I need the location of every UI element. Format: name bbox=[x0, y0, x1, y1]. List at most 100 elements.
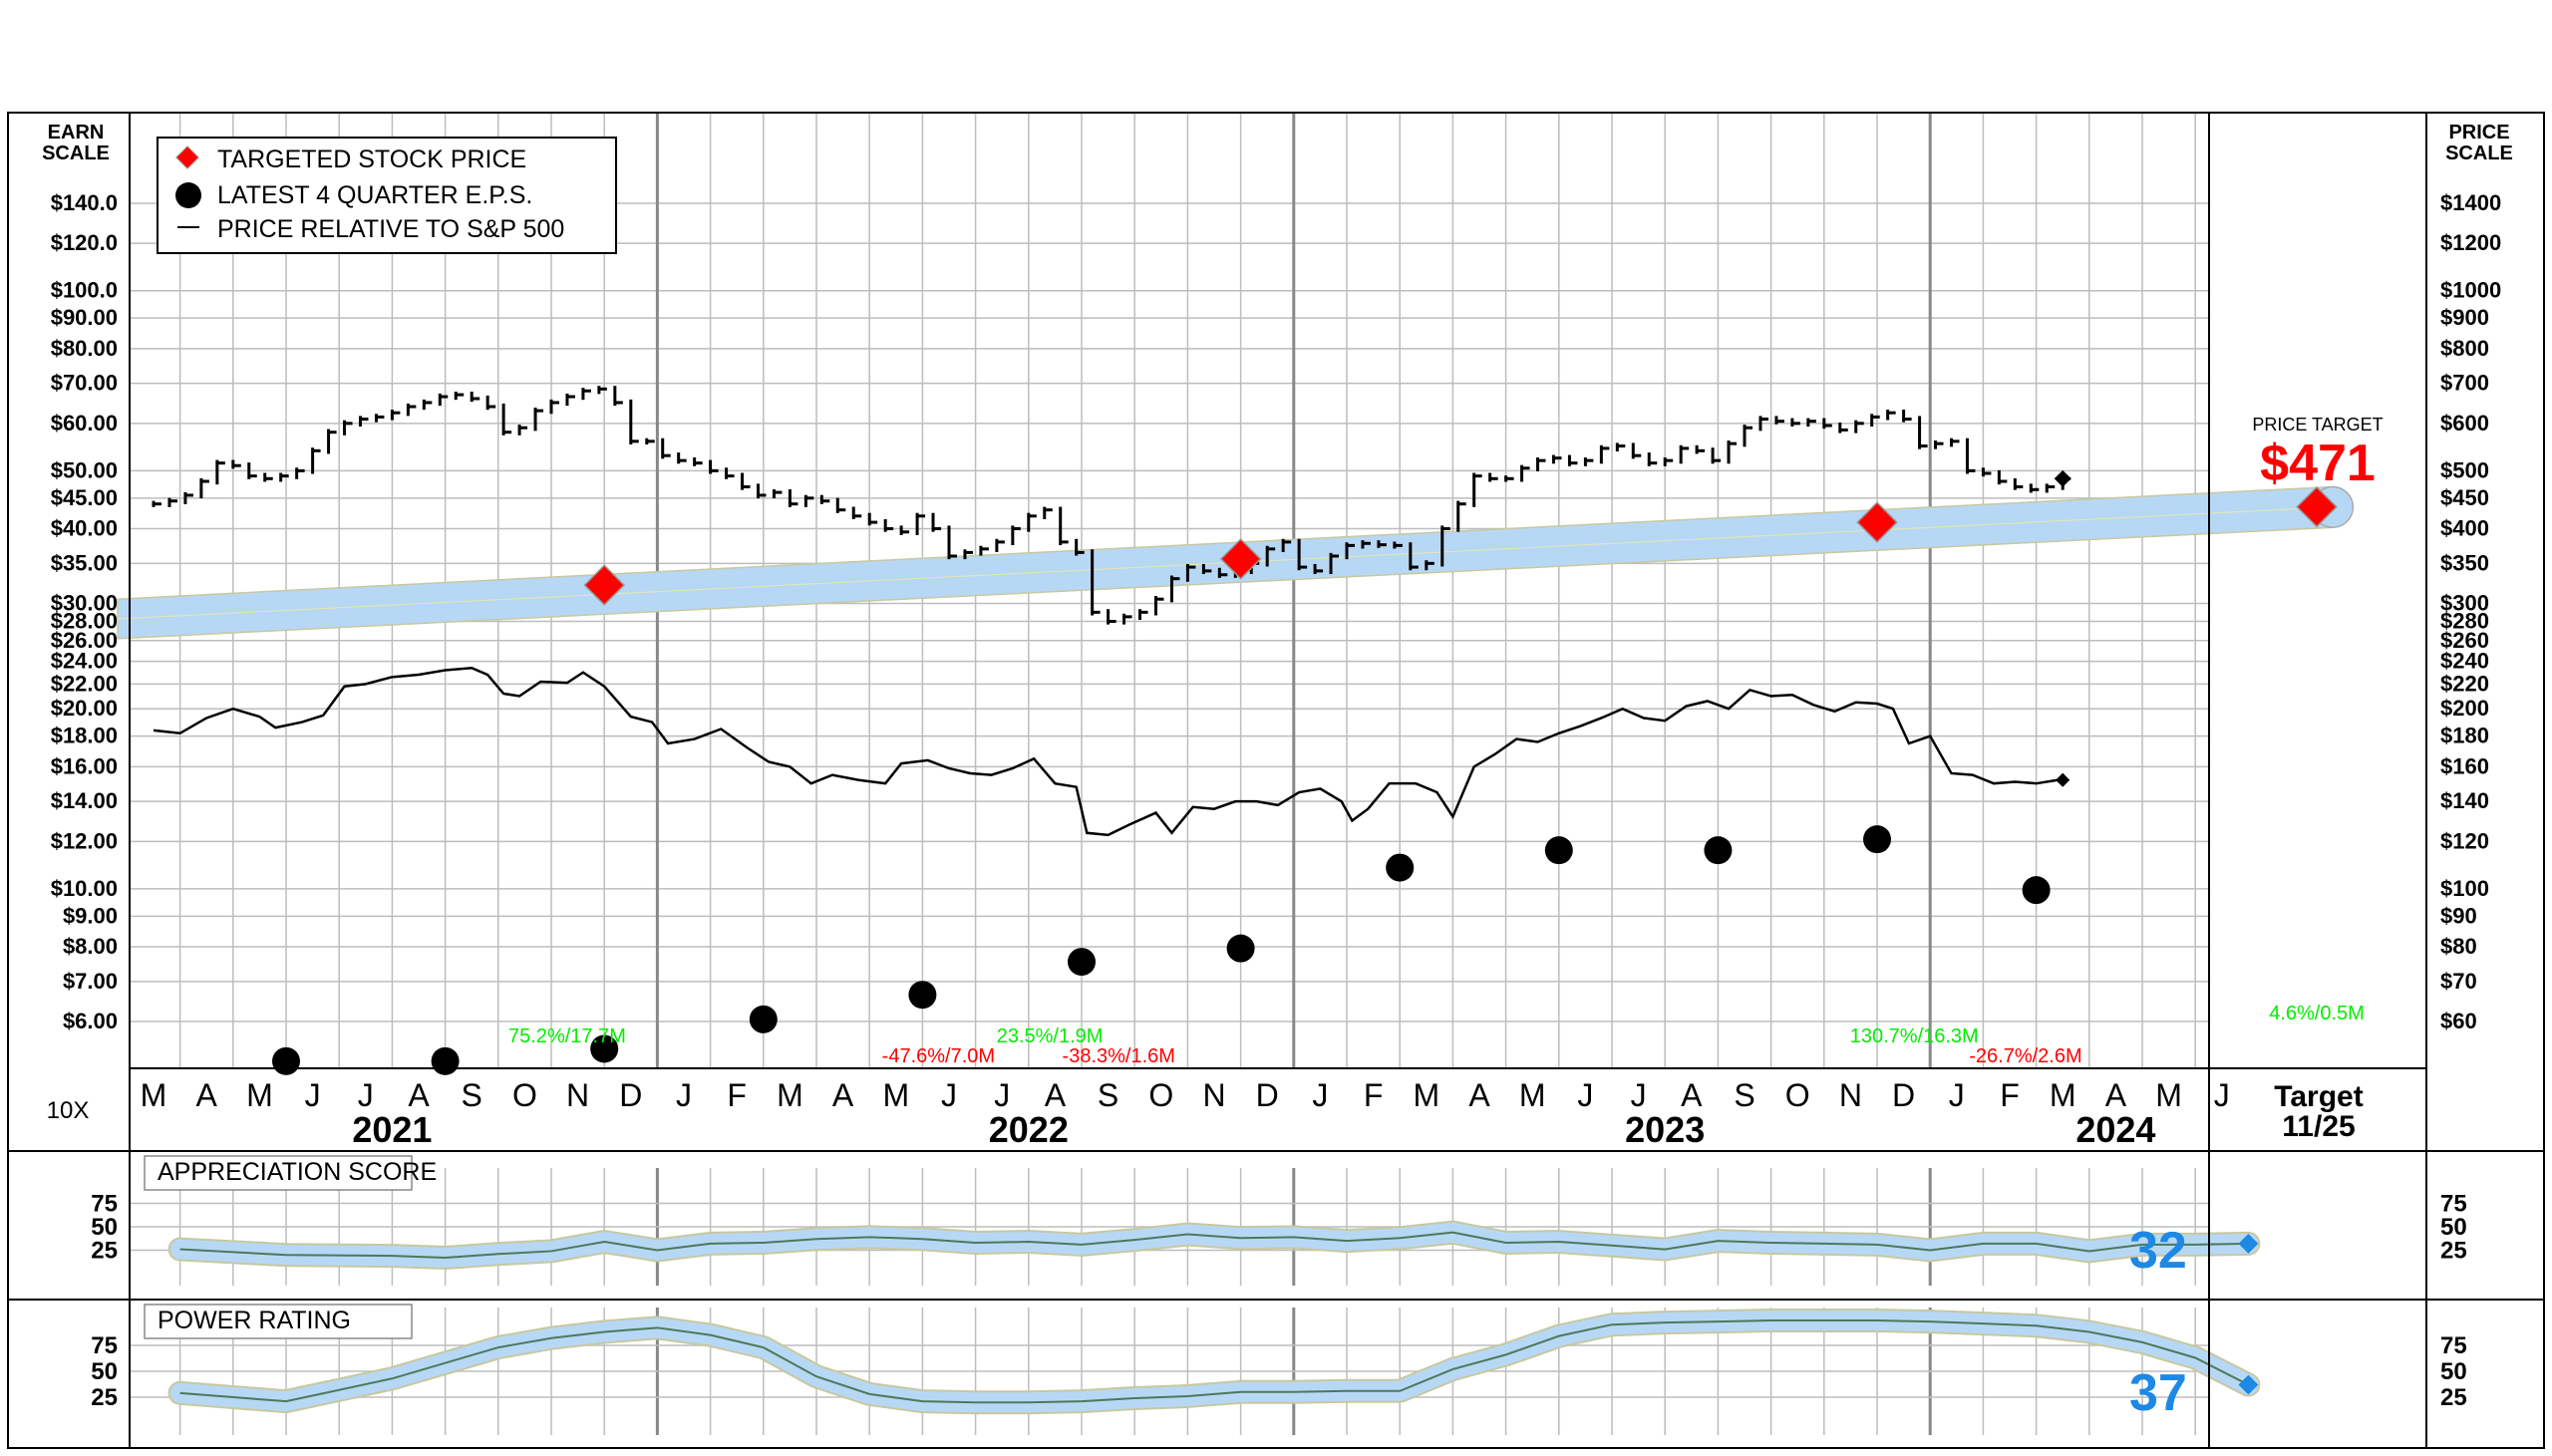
month-label: S bbox=[462, 1077, 482, 1113]
annotation-label: 4.6%/0.5M bbox=[2269, 1003, 2365, 1024]
left-tick-label: $30.00 bbox=[51, 591, 118, 616]
right-tick-label: $400 bbox=[2440, 516, 2489, 541]
last-relative-marker bbox=[2056, 772, 2071, 787]
year-label: 2024 bbox=[2075, 1109, 2155, 1150]
appreciation-left-tick: 50 bbox=[91, 1214, 118, 1241]
month-label: J bbox=[1631, 1077, 1647, 1113]
legend-item-eps: LATEST 4 QUARTER E.P.S. bbox=[217, 181, 532, 209]
annotation-label: 23.5%/1.9M bbox=[997, 1025, 1104, 1047]
appreciation-left-tick: 75 bbox=[91, 1191, 118, 1218]
month-label: A bbox=[1468, 1077, 1490, 1113]
annotation-label: -26.7%/2.6M bbox=[1969, 1045, 2081, 1067]
month-label: A bbox=[196, 1077, 218, 1113]
month-label: N bbox=[1839, 1077, 1862, 1113]
left-tick-label: $26.00 bbox=[51, 628, 118, 653]
month-label: M bbox=[777, 1077, 803, 1113]
power-right-tick: 50 bbox=[2440, 1358, 2467, 1385]
right-tick-label: $200 bbox=[2440, 696, 2489, 721]
month-label: A bbox=[1045, 1077, 1067, 1113]
target-column-label-1: Target bbox=[2274, 1080, 2363, 1113]
earn-scale-label-1: EARN bbox=[48, 122, 105, 144]
legend-item-target: TARGETED STOCK PRICE bbox=[217, 146, 526, 173]
left-tick-label: $16.00 bbox=[51, 753, 118, 778]
month-label: N bbox=[566, 1077, 589, 1113]
right-tick-label: $140 bbox=[2440, 788, 2489, 813]
annotations: 75.2%/17.7M -47.6%/7.0M23.5%/1.9M-38.3%/1… bbox=[508, 1003, 2365, 1067]
eps-dot bbox=[1863, 825, 1891, 854]
left-tick-label: $8.00 bbox=[63, 934, 118, 959]
year-label: 2023 bbox=[1625, 1109, 1705, 1150]
chart-frame bbox=[7, 112, 2545, 1449]
left-tick-label: $50.00 bbox=[51, 457, 118, 482]
month-label: D bbox=[1256, 1077, 1279, 1113]
appreciation-right-tick: 50 bbox=[2440, 1214, 2467, 1241]
month-label: N bbox=[1202, 1077, 1225, 1113]
left-tick-label: $45.00 bbox=[51, 485, 118, 510]
right-tick-label: $70 bbox=[2440, 969, 2477, 994]
month-label: A bbox=[2105, 1077, 2127, 1113]
month-label: J bbox=[305, 1077, 321, 1113]
month-label: M bbox=[1519, 1077, 1546, 1113]
year-label: 2022 bbox=[989, 1109, 1069, 1150]
left-tick-label: $24.00 bbox=[51, 649, 118, 674]
right-tick-label: $700 bbox=[2440, 371, 2489, 396]
left-tick-label: $80.00 bbox=[51, 336, 118, 361]
legend-item-relative: PRICE RELATIVE TO S&P 500 bbox=[217, 215, 564, 243]
eps-dot bbox=[1704, 836, 1733, 865]
month-label: J bbox=[358, 1077, 374, 1113]
month-label: D bbox=[619, 1077, 642, 1113]
appreciation-left-tick: 25 bbox=[91, 1238, 118, 1265]
power-end-marker bbox=[2238, 1374, 2259, 1395]
month-label: A bbox=[1681, 1077, 1703, 1113]
left-tick-label: $90.00 bbox=[51, 305, 118, 330]
relative-strength bbox=[153, 666, 2071, 837]
month-label: A bbox=[832, 1077, 854, 1113]
power-left-tick: 25 bbox=[91, 1384, 118, 1411]
month-label: J bbox=[1577, 1077, 1593, 1113]
eps-dot bbox=[1544, 836, 1573, 865]
month-label: F bbox=[2000, 1077, 2020, 1113]
annotation-label: -47.6%/7.0M bbox=[882, 1045, 995, 1067]
left-tick-label: $70.00 bbox=[51, 371, 118, 396]
right-tick-label: $1400 bbox=[2440, 190, 2501, 215]
right-tick-label: $1200 bbox=[2440, 230, 2501, 255]
month-label: J bbox=[1949, 1077, 1965, 1113]
price-target-value: $471 bbox=[2260, 435, 2376, 492]
month-label: M bbox=[882, 1077, 909, 1113]
right-tick-label: $500 bbox=[2440, 457, 2489, 482]
left-tick-label: $140.0 bbox=[51, 190, 118, 215]
month-label: J bbox=[994, 1077, 1010, 1113]
right-tick-label: $280 bbox=[2440, 608, 2489, 633]
right-tick-label: $100 bbox=[2440, 876, 2489, 901]
right-tick-label: $120 bbox=[2440, 828, 2489, 853]
month-label: F bbox=[727, 1077, 747, 1113]
power-line bbox=[179, 1319, 2249, 1404]
eps-dot bbox=[908, 981, 937, 1010]
month-label: J bbox=[676, 1077, 692, 1113]
annotation-label: 130.7%/16.3M bbox=[1850, 1025, 1979, 1047]
price-bars bbox=[152, 386, 2072, 625]
right-tick-label: $80 bbox=[2440, 934, 2477, 959]
power-right-tick: 75 bbox=[2440, 1332, 2467, 1359]
left-tick-label: $28.00 bbox=[51, 608, 118, 633]
month-label: M bbox=[2155, 1077, 2182, 1113]
price-scale-label-1: PRICE bbox=[2448, 122, 2509, 144]
month-label: J bbox=[1312, 1077, 1328, 1113]
eps-dot bbox=[590, 1034, 619, 1063]
appreciation-label-box bbox=[144, 1155, 413, 1191]
eps-dot bbox=[431, 1046, 460, 1075]
right-tick-label: $60 bbox=[2440, 1009, 2477, 1033]
left-tick-label: $22.00 bbox=[51, 671, 118, 696]
left-tick-label: $12.00 bbox=[51, 828, 118, 853]
eps-dot bbox=[1386, 853, 1415, 882]
left-tick-label: $9.00 bbox=[63, 903, 118, 928]
legend: TARGETED STOCK PRICE LATEST 4 QUARTER E.… bbox=[157, 137, 617, 254]
earn-scale-label-2: SCALE bbox=[42, 143, 110, 164]
power-left-tick: 50 bbox=[91, 1358, 118, 1385]
right-tick-label: $1000 bbox=[2440, 278, 2501, 303]
power-right-tick: 25 bbox=[2440, 1384, 2467, 1411]
month-label: O bbox=[512, 1077, 537, 1113]
left-tick-label: $35.00 bbox=[51, 550, 118, 575]
last-price-marker bbox=[2054, 469, 2072, 487]
